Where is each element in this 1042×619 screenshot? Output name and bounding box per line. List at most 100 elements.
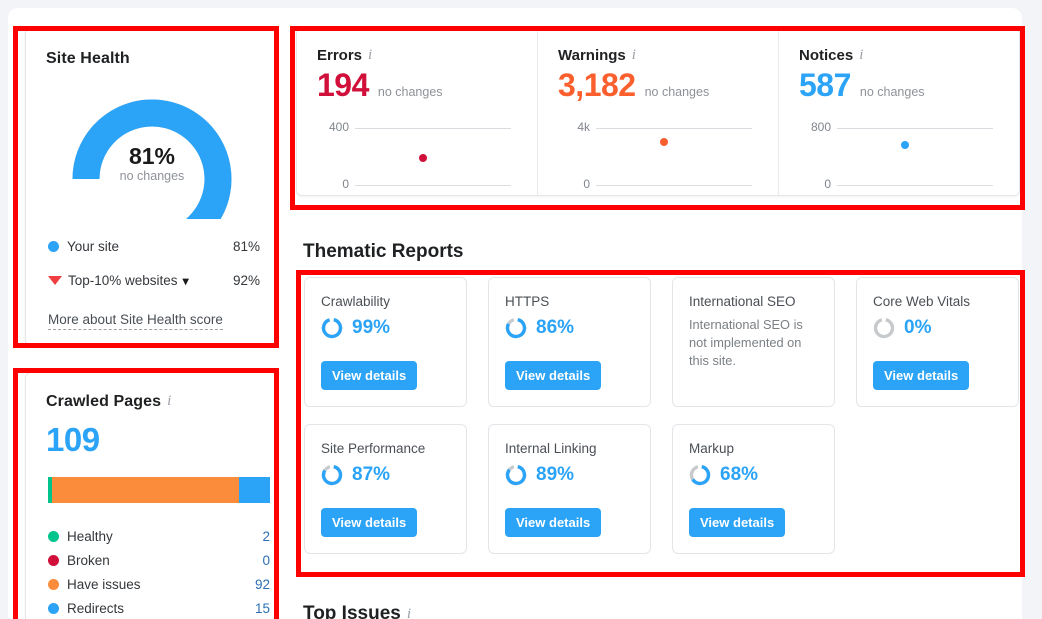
crawled-pages-card: Crawled Pages i 109 Healthy 2 Broken 0 Have i… <box>25 372 277 619</box>
thematic-card: Core Web Vitals 0% View details <box>856 277 1019 407</box>
bar-segment-0 <box>48 477 53 503</box>
legend-color-dot <box>48 530 59 542</box>
stat-value-row: 587 no changes <box>799 67 999 104</box>
legend-label: Redirects <box>67 601 125 616</box>
gauge-value-arc <box>72 99 232 256</box>
stat-column-notices: Notices i 587 no changes 800 0 <box>778 29 1019 195</box>
stat-label-text: Warnings <box>558 47 626 64</box>
crawled-legend-row: Have issues 92 <box>48 573 270 597</box>
view-details-button[interactable]: View details <box>321 361 418 390</box>
score-ring-icon <box>689 464 711 486</box>
thematic-score-value: 89% <box>536 464 575 485</box>
legend-value-top10: 92% <box>232 273 260 288</box>
stat-label-text: Notices <box>799 47 854 64</box>
legend-label-top10: Top-10% websites <box>68 273 178 288</box>
thematic-card: HTTPS 86% View details <box>488 277 651 407</box>
thematic-score-row: 68% <box>689 464 834 486</box>
axis-line-bottom <box>837 185 993 186</box>
thematic-card-description: International SEO is not implemented on … <box>689 317 803 368</box>
thematic-row: Crawlability 99% View details HTTPS 86% View … <box>304 277 1042 407</box>
info-icon[interactable]: i <box>631 47 636 63</box>
stat-change: no changes <box>377 85 443 99</box>
info-icon[interactable]: i <box>859 47 864 63</box>
legend-row-top10[interactable]: Top-10% websites ▾ 92% <box>48 271 260 291</box>
crawled-pages-title-text: Crawled Pages <box>46 393 162 410</box>
your-site-color-dot <box>48 240 59 252</box>
legend-color-dot <box>48 602 59 614</box>
stat-column-warnings: Warnings i 3,182 no changes 4k 0 <box>537 29 778 195</box>
view-details-button[interactable]: View details <box>873 361 970 390</box>
stat-label-text: Errors <box>317 47 363 64</box>
score-ring-icon <box>321 317 343 339</box>
thematic-card-title: Markup <box>689 441 735 456</box>
site-health-change: no changes <box>119 169 185 183</box>
site-health-title: Site Health <box>46 50 130 67</box>
thematic-card-title: Internal Linking <box>505 441 597 456</box>
info-icon[interactable]: i <box>406 606 412 619</box>
legend-label: Broken <box>67 553 110 568</box>
thematic-card-title: Core Web Vitals <box>873 294 971 309</box>
thematic-row: Site Performance 87% View details Internal … <box>304 424 1042 554</box>
axis-label-top: 800 <box>810 120 831 134</box>
thematic-card: Internal Linking 89% View details <box>488 424 651 554</box>
data-point <box>660 138 668 147</box>
thematic-reports-heading: Thematic Reports <box>303 241 464 262</box>
stat-value: 587 <box>799 67 851 103</box>
thematic-score-row: 99% <box>321 317 466 339</box>
score-ring-icon <box>321 464 343 486</box>
legend-color-dot <box>48 578 59 590</box>
thematic-card-title: Crawlability <box>321 294 391 309</box>
legend-row-your-site: Your site 81% <box>48 237 260 257</box>
thematic-score-value: 87% <box>352 464 391 485</box>
view-details-button[interactable]: View details <box>689 508 786 537</box>
stat-value-row: 3,182 no changes <box>558 67 758 104</box>
bar-segment-2 <box>238 477 270 503</box>
info-icon[interactable]: i <box>167 393 172 409</box>
stat-column-errors: Errors i 194 no changes 400 0 <box>297 29 537 195</box>
data-point <box>419 153 427 162</box>
legend-label: Have issues <box>67 577 141 592</box>
crawled-legend-row: Healthy 2 <box>48 525 270 549</box>
triangle-down-icon <box>48 275 62 285</box>
score-ring-icon <box>505 317 527 339</box>
top-issues-heading: Top Issues i <box>303 603 411 619</box>
axis-line-top <box>355 128 511 129</box>
thematic-score-value: 0% <box>904 317 932 338</box>
view-details-button[interactable]: View details <box>321 508 418 537</box>
axis-label-bottom: 0 <box>583 177 590 191</box>
stat-label: Notices i <box>799 47 999 65</box>
score-ring-icon <box>505 464 527 486</box>
thematic-card-title: HTTPS <box>505 294 550 309</box>
legend-value-your-site: 81% <box>232 239 260 254</box>
more-about-site-health-link[interactable]: More about Site Health score <box>48 312 223 330</box>
axis-label-bottom: 0 <box>824 177 831 191</box>
thematic-score-row: 89% <box>505 464 650 486</box>
stat-value: 3,182 <box>558 67 636 103</box>
view-details-button[interactable]: View details <box>505 508 602 537</box>
thematic-score-value: 68% <box>720 464 759 485</box>
crawled-legend-row: Broken 0 <box>48 549 270 573</box>
legend-value: 0 <box>262 553 270 568</box>
legend-label-your-site: Your site <box>67 239 120 254</box>
legend-label: Healthy <box>67 529 113 544</box>
thematic-score-value: 99% <box>352 317 391 338</box>
stat-label: Errors i <box>317 47 517 65</box>
info-icon[interactable]: i <box>368 47 373 63</box>
legend-value: 2 <box>262 529 270 544</box>
thematic-card: Site Performance 87% View details <box>304 424 467 554</box>
axis-line-top <box>837 128 993 129</box>
crawled-pages-stacked-bar <box>48 477 270 503</box>
site-health-score: 81% <box>128 143 176 169</box>
stat-change: no changes <box>644 85 710 99</box>
stat-sparkline: 800 0 <box>799 120 999 194</box>
thematic-score-row: 87% <box>321 464 466 486</box>
thematic-card-title: Site Performance <box>321 441 426 456</box>
chevron-down-icon[interactable]: ▾ <box>182 274 189 288</box>
stat-sparkline: 400 0 <box>317 120 517 194</box>
view-details-button[interactable]: View details <box>505 361 602 390</box>
thematic-score-row: 86% <box>505 317 650 339</box>
legend-value: 15 <box>254 601 270 616</box>
stat-label: Warnings i <box>558 47 758 65</box>
data-point <box>901 141 909 150</box>
